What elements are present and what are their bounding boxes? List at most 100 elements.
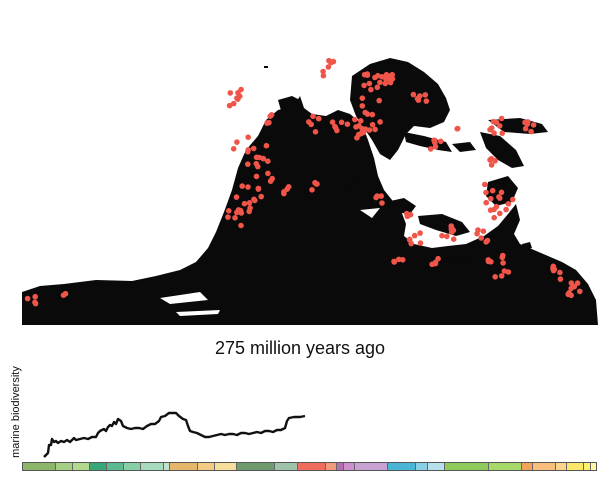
- east-island-6: [446, 258, 482, 274]
- occurrence-dot: [320, 72, 327, 79]
- occurrence-dot: [550, 267, 557, 274]
- occurrence-dot: [487, 157, 493, 163]
- occurrence-dot: [438, 138, 444, 145]
- occurrence-dot: [417, 230, 423, 236]
- occurrence-dot: [505, 201, 512, 207]
- occurrence-dot: [501, 268, 508, 274]
- timescale-segment: [275, 463, 298, 470]
- occurrence-dot: [245, 184, 251, 190]
- occurrence-dot: [230, 146, 237, 152]
- occurrence-dot: [491, 130, 497, 136]
- occurrence-dot: [574, 280, 581, 286]
- occurrence-dot: [230, 100, 237, 107]
- timescale-segment: [197, 463, 215, 470]
- timescale-segment: [355, 463, 389, 470]
- occurrence-dot: [352, 116, 358, 123]
- occurrence-dot: [493, 203, 500, 210]
- occurrence-dot: [353, 124, 359, 130]
- occurrence-dot: [368, 86, 374, 93]
- north-strip: [278, 96, 300, 114]
- occurrence-dot: [32, 293, 38, 300]
- occurrence-dot: [488, 195, 494, 202]
- occurrence-dot: [435, 255, 441, 262]
- occurrence-dot: [377, 119, 383, 125]
- occurrence-dot: [499, 130, 506, 136]
- timescale-segment: [337, 463, 344, 470]
- occurrence-dot: [359, 103, 366, 109]
- timescale-segment: [214, 463, 238, 470]
- occurrence-dot: [364, 71, 371, 77]
- east-island-7: [344, 182, 366, 204]
- occurrence-dot: [320, 68, 326, 75]
- occurrence-dot: [483, 199, 490, 206]
- occurrence-dot: [528, 128, 534, 135]
- seaway-2: [176, 310, 220, 316]
- occurrence-dot: [241, 200, 248, 207]
- occurrence-dot: [377, 79, 383, 86]
- occurrence-dot: [525, 119, 531, 125]
- occurrence-dot: [358, 118, 364, 124]
- seaway-1: [160, 292, 208, 304]
- timescale-segment: [584, 463, 591, 470]
- occurrence-dot: [530, 122, 537, 128]
- occurrence-dot: [374, 84, 381, 91]
- occurrence-dot: [487, 207, 494, 213]
- occurrence-dot: [389, 71, 396, 78]
- occurrence-dot: [373, 194, 379, 201]
- occurrence-dot: [265, 170, 271, 177]
- occurrence-dot: [245, 147, 251, 153]
- occurrence-dot: [369, 111, 376, 118]
- occurrence-dot: [498, 115, 505, 122]
- occurrence-dot: [498, 273, 505, 279]
- occurrence-dot: [408, 240, 415, 247]
- occurrence-dot: [500, 260, 506, 266]
- occurrence-dot: [417, 93, 423, 99]
- occurrence-dot: [246, 208, 252, 215]
- occurrence-dot: [483, 239, 489, 245]
- occurrence-dot: [253, 173, 260, 180]
- occurrence-dot: [268, 112, 275, 118]
- occurrence-dot: [372, 126, 378, 133]
- occurrence-dot: [496, 123, 503, 129]
- east-island-1: [404, 132, 452, 152]
- geologic-timescale-bar: [22, 462, 597, 471]
- occurrence-dot: [568, 292, 574, 299]
- occurrence-dot: [372, 74, 378, 81]
- occurrence-dot: [379, 200, 385, 206]
- cimmeria-island: [418, 214, 470, 236]
- timescale-segment: [297, 463, 326, 470]
- occurrence-dot: [492, 158, 498, 164]
- occurrence-dot: [432, 260, 439, 267]
- occurrence-dot: [265, 158, 271, 164]
- occurrence-dot: [489, 187, 496, 194]
- occurrence-dot: [233, 194, 240, 200]
- occurrence-dot: [475, 227, 481, 233]
- occurrence-dot: [227, 90, 234, 96]
- timescale-segment: [237, 463, 276, 470]
- timescale-segment: [488, 463, 522, 470]
- occurrence-dot: [269, 175, 276, 182]
- occurrence-dot: [376, 97, 383, 104]
- timescale-segment: [141, 463, 164, 470]
- occurrence-dot: [362, 109, 369, 116]
- occurrence-dot: [344, 121, 351, 127]
- occurrence-dot: [503, 206, 509, 213]
- occurrence-dot: [450, 236, 457, 242]
- east-island-4: [386, 198, 416, 214]
- occurrence-dot: [232, 215, 238, 221]
- occurrence-dot: [454, 126, 461, 132]
- occurrence-dot: [359, 95, 366, 101]
- timescale-segment: [23, 463, 57, 470]
- occurrence-dot: [497, 210, 503, 217]
- occurrence-dot: [254, 163, 261, 170]
- occurrence-dot: [329, 119, 336, 125]
- occurrence-dot: [316, 115, 322, 122]
- occurrence-dot: [235, 89, 241, 96]
- occurrence-dot: [387, 79, 394, 86]
- timescale-segment: [416, 463, 428, 470]
- timescale-segment: [388, 463, 417, 470]
- speck-2: [522, 242, 532, 250]
- occurrence-dot: [285, 184, 292, 190]
- occurrence-dot: [439, 232, 445, 239]
- occurrence-dot: [571, 283, 578, 290]
